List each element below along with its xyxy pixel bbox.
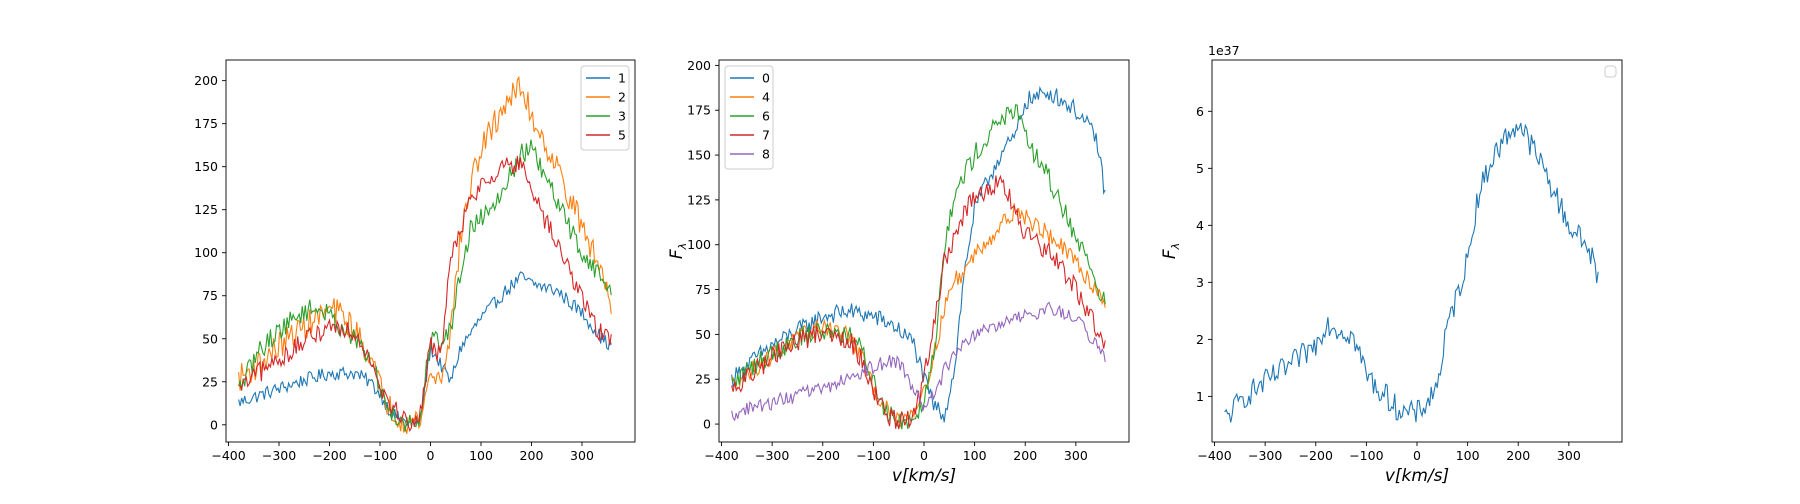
y-tick-label: 200 xyxy=(687,58,711,73)
x-tick-label: −200 xyxy=(806,448,840,463)
x-tick-label: 100 xyxy=(1456,448,1480,463)
legend-box xyxy=(724,65,774,170)
x-tick-label: −300 xyxy=(262,448,296,463)
y-tick-label: 150 xyxy=(687,148,711,163)
x-tick-label: −100 xyxy=(1349,448,1383,463)
x-tick-label: 300 xyxy=(1557,448,1581,463)
legend-label: 6 xyxy=(762,109,770,124)
x-tick-label: 200 xyxy=(1013,448,1037,463)
plot-frame xyxy=(718,59,1130,443)
x-tick-label: −400 xyxy=(1197,448,1231,463)
series-line-8 xyxy=(731,301,1106,422)
series-line-data xyxy=(1224,122,1599,423)
x-tick-label: 200 xyxy=(1506,448,1530,463)
chart-panel-3: −400 −300 −200 −100 0 100 200 300 1 2 3 4 5 6 1e37 v[km… xyxy=(1160,43,1623,486)
x-tick-label: 200 xyxy=(520,448,544,463)
legend-label: 8 xyxy=(762,147,770,162)
x-tick-label: −100 xyxy=(363,448,397,463)
legend-label: 7 xyxy=(762,128,770,143)
x-tick-label: 100 xyxy=(469,448,493,463)
x-tick-label: −300 xyxy=(755,448,789,463)
y-tick-label: 50 xyxy=(202,331,218,346)
legend-label: 3 xyxy=(618,109,626,124)
x-tick-label: 300 xyxy=(570,448,594,463)
y-tick-label: 75 xyxy=(202,288,218,303)
chart-panel-2: −400 −300 −200 −100 0 100 200 300 0 25 50 75 100 125 1… xyxy=(667,58,1130,486)
series-line-5 xyxy=(238,156,612,432)
legend-box xyxy=(580,65,630,151)
y-tick-label: 100 xyxy=(194,245,218,260)
y-tick-label: 50 xyxy=(695,327,711,342)
chart-panel-1: −400 −300 −200 −100 0 100 200 30002550751001251… xyxy=(194,59,636,463)
series-line-7 xyxy=(731,174,1106,430)
legend-box xyxy=(1604,65,1617,78)
y-tick-label: 0 xyxy=(703,417,711,432)
y-tick-label: 125 xyxy=(194,202,218,217)
x-tick-label: −400 xyxy=(211,448,245,463)
series-line-3 xyxy=(238,139,612,432)
y-tick-label: 150 xyxy=(194,159,218,174)
y-tick-label: 2 xyxy=(1196,332,1204,347)
y-tick-label: 25 xyxy=(695,372,711,387)
y-tick-label: 3 xyxy=(1196,275,1204,290)
y-tick-label: 125 xyxy=(687,192,711,207)
x-tick-label: −400 xyxy=(704,448,738,463)
y-offset-text: 1e37 xyxy=(1208,43,1240,58)
legend-label: 5 xyxy=(618,128,626,143)
series-line-2 xyxy=(238,75,612,434)
x-axis-label: v[km/s] xyxy=(1385,466,1449,486)
x-tick-label: −100 xyxy=(856,448,890,463)
y-tick-label: 175 xyxy=(194,116,218,131)
x-tick-label: −200 xyxy=(1299,448,1333,463)
legend-label: 4 xyxy=(762,90,770,105)
y-tick-label: 25 xyxy=(202,374,218,389)
y-tick-label: 0 xyxy=(210,417,218,432)
x-tick-label: 0 xyxy=(427,448,435,463)
plot-frame xyxy=(1211,59,1623,443)
x-tick-label: −300 xyxy=(1248,448,1282,463)
y-tick-label: 200 xyxy=(194,73,218,88)
series-line-6 xyxy=(731,104,1106,430)
y-tick-label: 5 xyxy=(1196,161,1204,176)
y-tick-label: 6 xyxy=(1196,104,1204,119)
y-tick-label: 75 xyxy=(695,282,711,297)
y-tick-label: 4 xyxy=(1196,218,1204,233)
x-axis-label: v[km/s] xyxy=(892,466,956,486)
x-tick-label: −200 xyxy=(312,448,346,463)
series-line-1 xyxy=(238,271,612,427)
x-tick-label: 100 xyxy=(963,448,987,463)
x-tick-label: 300 xyxy=(1064,448,1088,463)
x-tick-label: 0 xyxy=(1413,448,1421,463)
y-tick-label: 100 xyxy=(687,237,711,252)
legend-label: 0 xyxy=(762,71,770,86)
y-tick-label: 175 xyxy=(687,103,711,118)
legend-label: 1 xyxy=(618,71,626,86)
y-tick-label: 1 xyxy=(1196,389,1204,404)
series-line-0 xyxy=(731,85,1106,423)
plot-frame xyxy=(225,59,636,443)
y-axis-label: Fλ xyxy=(1160,243,1182,259)
legend-label: 2 xyxy=(618,90,626,105)
y-axis-label: Fλ xyxy=(667,243,689,259)
x-tick-label: 0 xyxy=(920,448,928,463)
